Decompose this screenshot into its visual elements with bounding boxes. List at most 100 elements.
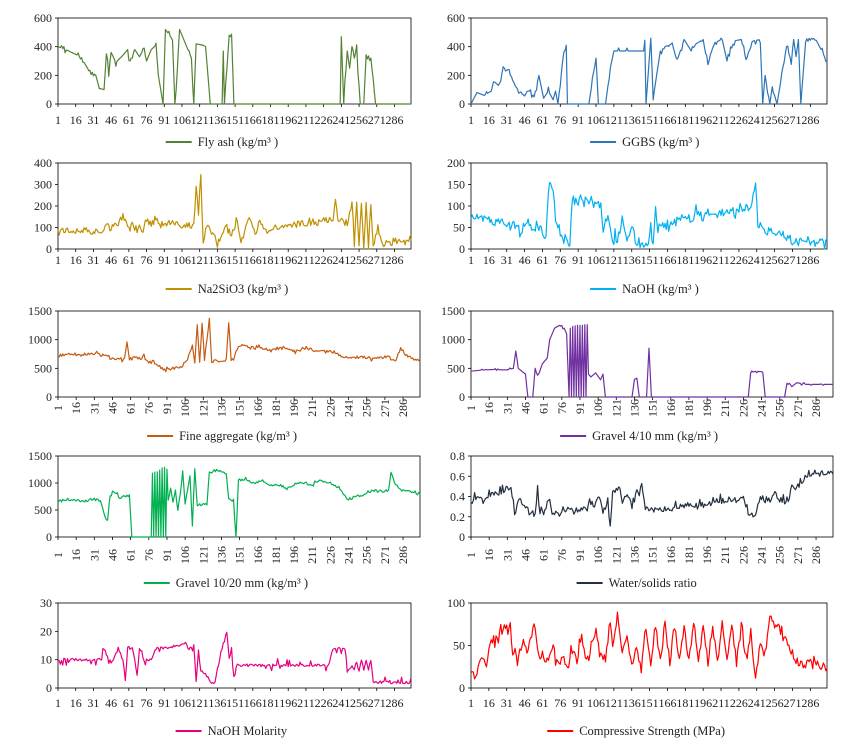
x-tick-label: 76 bbox=[141, 696, 153, 710]
y-tick-label: 1500 bbox=[28, 449, 52, 463]
x-tick-label: 226 bbox=[730, 696, 748, 710]
x-tick-label: 61 bbox=[123, 253, 135, 267]
x-tick-label: 286 bbox=[801, 113, 819, 127]
x-tick-label: 286 bbox=[809, 546, 823, 564]
x-tick-label: 241 bbox=[332, 696, 350, 710]
x-tick-label: 106 bbox=[178, 399, 192, 417]
x-tick-label: 166 bbox=[251, 399, 265, 417]
x-tick-label: 181 bbox=[262, 696, 280, 710]
x-tick-label: 106 bbox=[173, 253, 191, 267]
x-tick-label: 271 bbox=[368, 253, 386, 267]
x-tick-label: 31 bbox=[500, 549, 514, 561]
y-tick-label: 150 bbox=[447, 178, 465, 192]
x-tick-label: 241 bbox=[332, 253, 350, 267]
x-tick-label: 241 bbox=[748, 113, 766, 127]
x-tick-label: 106 bbox=[178, 546, 192, 564]
x-tick-label: 241 bbox=[748, 696, 766, 710]
chart-panel-na2sio3: 0 100 200 300 400 1 16 31 46 61 76 91 106 121 136 151 16… bbox=[34, 156, 412, 296]
x-tick-label: 226 bbox=[736, 546, 750, 564]
x-tick-label: 241 bbox=[748, 253, 766, 267]
x-tick-label: 196 bbox=[694, 113, 712, 127]
x-tick-label: 121 bbox=[191, 253, 209, 267]
x-tick-label: 1 bbox=[464, 405, 478, 411]
x-tick-label: 16 bbox=[482, 549, 496, 561]
y-tick-label: 200 bbox=[447, 156, 465, 170]
y-tick-label: 400 bbox=[34, 156, 52, 170]
legend-label: NaOH (kg/m³ ) bbox=[622, 282, 699, 296]
x-tick-label: 271 bbox=[783, 696, 801, 710]
x-tick-label: 1 bbox=[55, 253, 61, 267]
x-tick-label: 256 bbox=[350, 696, 368, 710]
x-tick-label: 136 bbox=[208, 113, 226, 127]
x-tick-label: 46 bbox=[518, 549, 532, 561]
x-tick-label: 61 bbox=[123, 696, 135, 710]
plot-frame bbox=[57, 310, 421, 398]
x-tick-label: 211 bbox=[718, 399, 732, 417]
series-line-fly-ash bbox=[57, 28, 411, 105]
x-tick-label: 226 bbox=[323, 399, 337, 417]
x-tick-label: 151 bbox=[226, 253, 244, 267]
x-tick-label: 61 bbox=[124, 549, 138, 561]
y-tick-label: 0 bbox=[459, 530, 465, 544]
y-tick-label: 50 bbox=[453, 221, 465, 235]
y-tick-label: 1500 bbox=[441, 304, 465, 318]
y-tick-label: 200 bbox=[447, 68, 465, 82]
chart-panel-gravel-10-20: 0 500 1000 1500 1 16 31 46 61 76 91 106 121 136 151 166… bbox=[28, 449, 421, 590]
x-tick-label: 271 bbox=[791, 399, 805, 417]
x-tick-label: 286 bbox=[396, 546, 410, 564]
x-tick-label: 211 bbox=[305, 399, 319, 417]
series-line-gravel-10-20 bbox=[57, 466, 421, 538]
x-tick-label: 121 bbox=[605, 113, 623, 127]
x-tick-label: 256 bbox=[773, 546, 787, 564]
y-tick-label: 50 bbox=[453, 639, 465, 653]
x-tick-label: 76 bbox=[554, 113, 566, 127]
x-tick-label: 151 bbox=[233, 546, 247, 564]
x-tick-label: 61 bbox=[536, 696, 548, 710]
x-tick-label: 46 bbox=[105, 402, 119, 414]
x-tick-label: 16 bbox=[482, 402, 496, 414]
y-tick-label: 0 bbox=[46, 390, 52, 404]
x-tick-label: 61 bbox=[536, 113, 548, 127]
x-tick-label: 136 bbox=[214, 546, 228, 564]
x-tick-label: 16 bbox=[70, 696, 82, 710]
x-tick-label: 226 bbox=[730, 113, 748, 127]
x-tick-label: 196 bbox=[287, 399, 301, 417]
x-tick-label: 226 bbox=[315, 113, 333, 127]
x-tick-label: 76 bbox=[142, 549, 156, 561]
x-tick-label: 121 bbox=[609, 546, 623, 564]
x-tick-label: 166 bbox=[244, 113, 262, 127]
x-tick-label: 256 bbox=[773, 399, 787, 417]
y-tick-label: 200 bbox=[34, 68, 52, 82]
x-tick-label: 16 bbox=[70, 113, 82, 127]
x-tick-label: 151 bbox=[646, 399, 660, 417]
x-tick-label: 76 bbox=[555, 402, 569, 414]
y-tick-label: 1000 bbox=[441, 333, 465, 347]
x-tick-label: 196 bbox=[700, 399, 714, 417]
x-tick-label: 136 bbox=[208, 696, 226, 710]
x-tick-label: 121 bbox=[191, 113, 209, 127]
x-tick-label: 181 bbox=[682, 546, 696, 564]
series-line-compressive-strength bbox=[470, 611, 828, 680]
x-tick-label: 106 bbox=[591, 546, 605, 564]
plot-frame bbox=[57, 602, 412, 689]
x-tick-label: 46 bbox=[105, 253, 117, 267]
chart-panel-water-solids: 0 0.2 0.4 0.6 0.8 1 16 31 46 61 76 91 106 121 136 151 16… bbox=[450, 449, 834, 590]
y-tick-label: 200 bbox=[34, 199, 52, 213]
chart-panel-gravel-4-10: 0 500 1000 1500 1 16 31 46 61 76 91 106 121 136 151 166… bbox=[441, 304, 834, 443]
y-tick-label: 0.4 bbox=[450, 490, 465, 504]
x-tick-label: 226 bbox=[730, 253, 748, 267]
y-tick-label: 0 bbox=[459, 97, 465, 111]
x-tick-label: 121 bbox=[609, 399, 623, 417]
x-tick-label: 286 bbox=[396, 399, 410, 417]
x-tick-label: 1 bbox=[51, 552, 65, 558]
y-tick-label: 0 bbox=[459, 242, 465, 256]
x-tick-label: 166 bbox=[658, 696, 676, 710]
x-tick-label: 31 bbox=[87, 696, 99, 710]
legend-label: Gravel 10/20 mm (kg/m³ ) bbox=[176, 576, 308, 590]
chart-panel-ggbs: 0 200 400 600 1 16 31 46 61 76 91 106 121 136 151 166 18… bbox=[447, 11, 828, 149]
x-tick-label: 61 bbox=[537, 549, 551, 561]
y-tick-label: 0 bbox=[46, 242, 52, 256]
x-tick-label: 286 bbox=[385, 253, 403, 267]
y-tick-label: 100 bbox=[34, 221, 52, 235]
x-tick-label: 271 bbox=[791, 546, 805, 564]
